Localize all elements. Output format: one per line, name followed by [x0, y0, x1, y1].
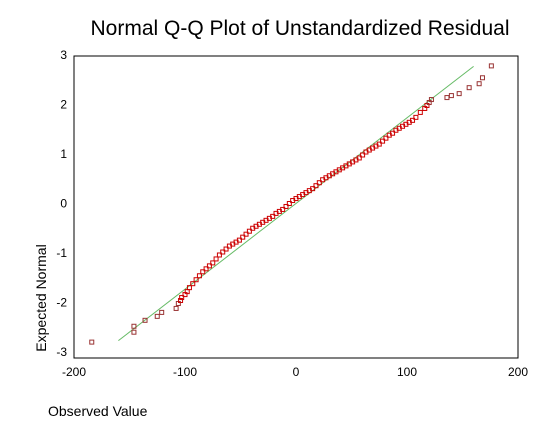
data-point	[479, 75, 485, 81]
reference-line	[118, 65, 474, 342]
data-point	[246, 228, 252, 234]
data-point	[206, 263, 212, 269]
data-point	[216, 252, 222, 258]
axis-ticks: -200 -100 0 100 200 3 2 1 0 -1 -2 -3	[56, 48, 528, 379]
y-tick-label: 3	[60, 48, 67, 62]
data-point	[410, 117, 416, 123]
data-point	[196, 273, 202, 279]
data-point	[313, 183, 319, 189]
x-axis-label: Observed Value	[48, 403, 148, 419]
data-point	[383, 135, 389, 141]
data-point	[456, 91, 462, 97]
chart-title: Normal Q-Q Plot of Unstandardized Residu…	[90, 17, 509, 40]
data-point	[270, 213, 276, 219]
data-point	[380, 138, 386, 144]
y-tick-label: -3	[56, 345, 67, 359]
data-point	[286, 201, 292, 206]
data-point	[240, 234, 246, 240]
y-tick-label: 0	[60, 197, 67, 211]
data-point	[310, 186, 316, 192]
data-point	[210, 260, 216, 266]
data-point	[142, 317, 148, 323]
data-point	[243, 231, 249, 237]
data-point	[159, 309, 165, 315]
data-point	[417, 109, 423, 115]
data-point	[413, 114, 419, 120]
y-tick-label: -2	[56, 296, 67, 310]
data-point	[154, 313, 160, 319]
data-point	[186, 285, 192, 291]
data-point	[178, 298, 184, 304]
data-point	[131, 323, 137, 329]
data-point	[131, 329, 137, 335]
x-tick-label: 100	[397, 365, 417, 379]
data-point	[360, 152, 366, 158]
data-point	[390, 130, 396, 136]
data-point	[356, 155, 362, 161]
data-point	[220, 249, 226, 255]
data-point	[190, 281, 196, 287]
data-point	[236, 237, 242, 243]
data-point	[223, 246, 229, 252]
data-point	[466, 85, 472, 91]
data-point	[444, 95, 450, 101]
y-tick-label: 1	[60, 147, 67, 161]
data-point	[89, 339, 95, 345]
plot-frame	[73, 55, 519, 359]
data-point	[200, 269, 206, 275]
x-tick-label: -100	[173, 365, 197, 379]
data-point	[173, 305, 179, 311]
data-point	[193, 277, 199, 283]
data-point	[488, 63, 494, 69]
y-tick-label: 2	[60, 98, 67, 112]
data-point	[428, 97, 434, 103]
data-point	[179, 295, 185, 301]
y-tick-label: -1	[56, 246, 67, 260]
data-points	[89, 63, 494, 345]
x-tick-label: -200	[62, 365, 86, 379]
x-tick-label: 200	[508, 365, 528, 379]
y-axis-label: Expected Normal	[33, 244, 49, 351]
data-point	[283, 203, 289, 209]
data-point	[476, 81, 482, 87]
data-point	[203, 266, 209, 272]
data-point	[280, 206, 286, 212]
data-point	[376, 141, 382, 147]
x-tick-label: 0	[293, 365, 300, 379]
data-point	[316, 180, 322, 186]
data-point	[213, 256, 219, 262]
data-point	[448, 93, 454, 99]
